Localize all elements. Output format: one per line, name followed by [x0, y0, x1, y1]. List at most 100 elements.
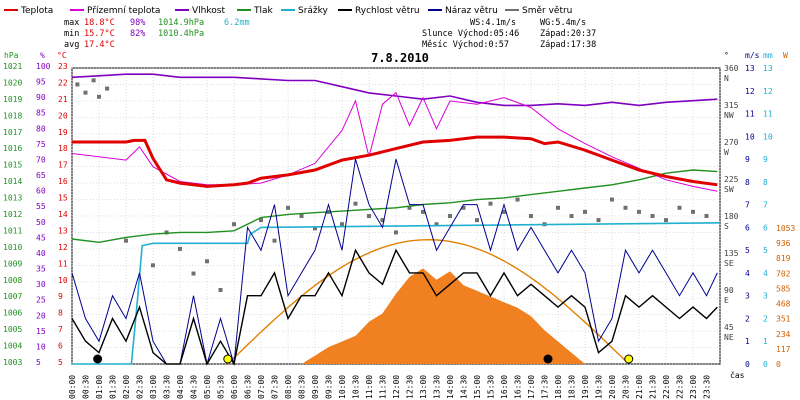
wind-direction-point: [596, 218, 601, 223]
axis-unit-hpa: hPa: [4, 51, 19, 60]
axis-unit-pct: %: [40, 51, 45, 60]
wind-direction-point: [218, 288, 223, 292]
stat-ws: WS:4.1m/s: [470, 18, 516, 28]
stat-moon: Měsíc Východ:0:57: [422, 40, 509, 50]
stat-max-press: 1014.9hPa: [158, 18, 204, 28]
tick-label-pct: 80: [36, 124, 46, 133]
tick-label-time: 13:00: [419, 375, 428, 399]
tick-label-time: 19:30: [595, 375, 604, 399]
tick-label-pct: 30: [36, 280, 46, 289]
tick-label-pct: 25: [36, 296, 46, 305]
tick-label-time: 05:00: [203, 375, 212, 399]
tick-label-time: 10:00: [338, 375, 347, 399]
tick-label-time: 03:30: [163, 375, 172, 399]
wind-direction-point: [677, 205, 682, 210]
wind-direction-point: [448, 214, 452, 218]
tick-label-hpa: 1020: [3, 78, 22, 87]
tick-label-c: 8: [58, 309, 63, 318]
tick-label-time: 06:00: [230, 375, 239, 399]
tick-label-hpa: 1015: [3, 161, 22, 170]
tick-label-hpa: 1004: [3, 342, 22, 351]
sunrise-sunset-marker: [223, 354, 233, 364]
tick-label-pct: 70: [36, 155, 46, 164]
tick-label-ms: 0: [745, 360, 750, 369]
legend-entry: Rychlost větru: [355, 6, 420, 16]
tick-label-c: 21: [58, 95, 68, 104]
tick-label-pct: 55: [36, 202, 46, 211]
tick-label-w: 702: [776, 269, 791, 278]
tick-label-hpa: 1010: [3, 243, 22, 252]
tick-label-w: 234: [776, 330, 791, 339]
tick-label-pct: 85: [36, 109, 46, 118]
tick-label-mm: 13: [763, 64, 773, 73]
tick-label-dir: 360: [724, 64, 739, 73]
axis-unit-mm: mm: [763, 51, 773, 60]
wind-direction-point: [515, 197, 520, 202]
wind-direction-point: [394, 230, 398, 235]
wind-direction-point: [299, 214, 304, 218]
tick-label-time: 19:00: [581, 375, 590, 399]
tick-label-hpa: 1014: [3, 177, 22, 186]
tick-label-c: 20: [58, 111, 68, 120]
tick-label-time: 22:00: [662, 375, 671, 399]
legend-entry: Směr větru: [522, 6, 572, 16]
wind-direction-point: [151, 263, 155, 268]
tick-label-pct: 20: [36, 311, 46, 320]
tick-label-time: 07:30: [271, 375, 280, 399]
tick-label-hpa: 1003: [3, 358, 22, 367]
stat-avg-label: avg: [64, 40, 79, 50]
tick-label-mm: 5: [763, 246, 768, 255]
wind-direction-point: [556, 205, 560, 210]
tick-label-dir: N: [724, 74, 729, 83]
tick-label-mm: 12: [763, 87, 773, 96]
tick-label-mm: 11: [763, 110, 773, 119]
wind-direction-point: [313, 226, 317, 231]
wind-direction-point: [704, 214, 709, 218]
solar-radiation-area: [72, 268, 720, 364]
tick-label-hpa: 1013: [3, 194, 22, 203]
tick-label-ms: 8: [745, 178, 750, 187]
tick-label-dir: W: [724, 148, 729, 157]
tick-label-time: 16:00: [500, 375, 509, 399]
tick-label-time: 15:30: [487, 375, 496, 399]
axis-unit-ms: m/s: [745, 51, 760, 60]
wind-direction-point: [502, 209, 506, 214]
tick-label-time: 11:30: [379, 375, 388, 399]
series-precipitation: [72, 222, 721, 365]
tick-label-hpa: 1005: [3, 325, 22, 334]
tick-label-pct: 60: [36, 187, 46, 196]
tick-label-ms: 3: [745, 292, 750, 301]
tick-label-time: 07:00: [257, 375, 266, 399]
wind-direction-point: [353, 201, 358, 206]
tick-label-c: 18: [58, 144, 68, 153]
tick-label-pct: 95: [36, 78, 46, 87]
wind-direction-point: [232, 222, 236, 227]
wind-direction-point: [124, 238, 128, 243]
tick-label-mm: 8: [763, 178, 768, 187]
wind-direction-point: [691, 209, 695, 214]
tick-label-pct: 10: [36, 342, 46, 351]
tick-label-time: 17:00: [527, 375, 536, 399]
tick-label-time: 02:00: [122, 375, 131, 399]
tick-label-w: 1053: [776, 224, 795, 233]
stat-min-temp: 15.7°C: [84, 29, 115, 39]
tick-label-dir: NE: [724, 333, 734, 342]
x-axis-label: čas: [730, 370, 745, 380]
stats-block: max 18.8°C 98% 1014.9hPa 6.2mm min 15.7°…: [64, 18, 596, 50]
stat-min-label: min: [64, 29, 79, 39]
wind-direction-point: [340, 222, 344, 227]
tick-label-c: 7: [58, 325, 63, 334]
moon-marker: [543, 354, 553, 364]
stat-sunset: Západ:20:37: [540, 29, 596, 39]
series-pressure: [71, 169, 718, 244]
moon-marker: [93, 354, 103, 364]
tick-label-dir: E: [724, 296, 729, 305]
stat-max-hum: 98%: [130, 18, 145, 28]
legend-entry: Náraz větru: [445, 6, 498, 16]
tick-label-ms: 2: [745, 314, 750, 323]
tick-label-time: 21:30: [649, 375, 658, 399]
tick-label-c: 22: [58, 78, 68, 87]
tick-label-mm: 6: [763, 223, 768, 232]
plot-area: [71, 73, 721, 366]
